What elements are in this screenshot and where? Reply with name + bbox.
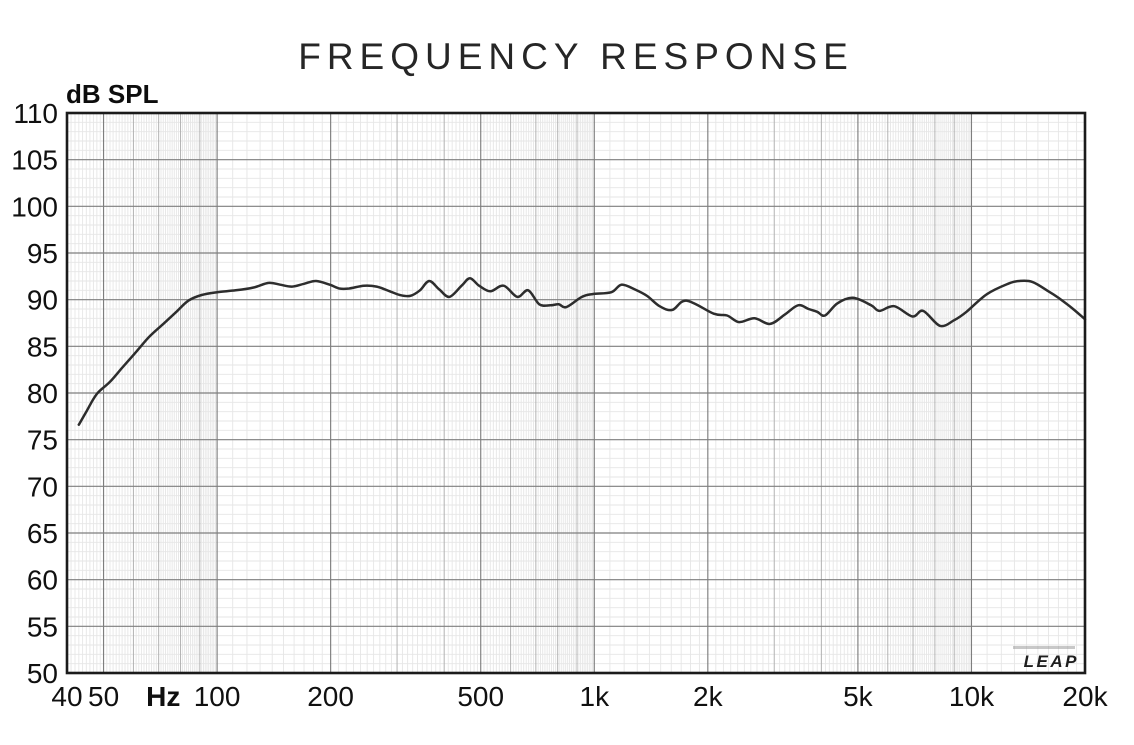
x-tick-label: 20k <box>1062 681 1108 712</box>
y-tick-label: 95 <box>27 238 58 269</box>
y-axis-unit-label: dB SPL <box>66 79 159 109</box>
response-curve <box>77 276 1087 426</box>
y-tick-label: 110 <box>13 98 58 129</box>
y-tick-label: 55 <box>27 611 58 642</box>
y-tick-label: 100 <box>11 191 58 222</box>
x-tick-label: 500 <box>457 681 504 712</box>
y-tick-label: 65 <box>27 518 58 549</box>
y-axis-tick-labels: 110 105 100 95 90 85 80 75 70 65 60 55 50 <box>11 98 58 689</box>
plot-border <box>65 111 1087 675</box>
x-tick-label: 100 <box>194 681 241 712</box>
x-axis-unit-label: Hz <box>146 681 180 712</box>
y-tick-label: 90 <box>27 285 58 316</box>
leap-logo: LEAP <box>1024 652 1079 671</box>
y-tick-label: 80 <box>27 378 58 409</box>
leap-logo-fine-print <box>1013 646 1075 649</box>
x-axis-tick-labels: 40 50 Hz 100 200 500 1k 2k 5k 10k 20k <box>51 681 1108 712</box>
y-tick-label: 75 <box>27 425 58 456</box>
x-tick-label: 10k <box>949 681 995 712</box>
x-tick-label: 1k <box>580 681 611 712</box>
y-tick-label: 50 <box>27 658 58 689</box>
y-tick-label: 85 <box>27 331 58 362</box>
y-tick-label: 60 <box>27 565 58 596</box>
x-tick-label: 40 <box>51 681 82 712</box>
x-tick-label: 2k <box>693 681 724 712</box>
x-tick-label: 200 <box>307 681 354 712</box>
chart-title: FREQUENCY RESPONSE <box>298 36 854 77</box>
x-tick-label: 5k <box>843 681 874 712</box>
x-tick-label: 50 <box>88 681 119 712</box>
y-tick-label: 105 <box>11 145 58 176</box>
y-tick-label: 70 <box>27 471 58 502</box>
